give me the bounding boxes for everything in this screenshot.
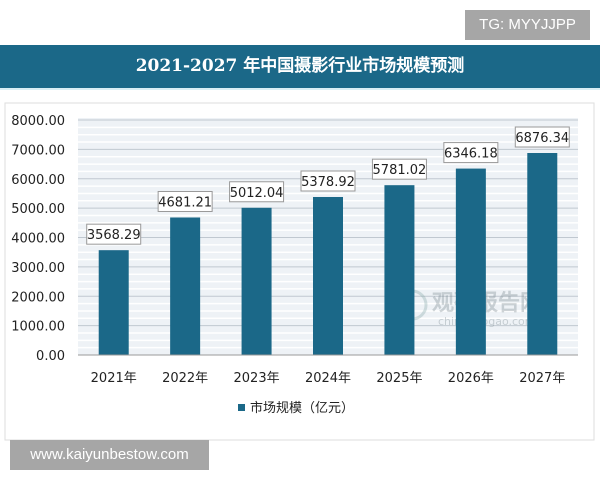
bar	[527, 153, 558, 355]
legend-swatch	[238, 404, 245, 411]
x-tick-label: 2021年	[91, 371, 137, 386]
y-tick-label: 0.00	[36, 349, 65, 364]
data-label: 3568.29	[87, 228, 141, 243]
data-label: 6346.18	[444, 147, 498, 162]
data-label-box	[371, 158, 427, 180]
watermark-site: www.kaiyunbestow.com	[10, 440, 209, 470]
x-tick-label: 2025年	[376, 371, 422, 386]
data-label: 4681.21	[158, 195, 212, 210]
bar	[313, 196, 343, 355]
data-label-box	[300, 170, 356, 192]
bar	[455, 168, 486, 355]
data-label-box	[514, 126, 570, 148]
legend-label: 市场规模（亿元）	[250, 400, 354, 416]
x-tick-label: 2026年	[448, 371, 494, 386]
data-label-box	[229, 181, 285, 203]
data-label: 5378.92	[301, 175, 355, 190]
x-tick-label: 2024年	[305, 371, 351, 386]
x-tick-label: 2023年	[234, 371, 280, 386]
data-label-box	[157, 190, 213, 212]
data-label-box	[86, 223, 142, 245]
logo-name: 观研报告网	[432, 291, 542, 316]
y-tick-label: 8000.00	[11, 114, 65, 129]
y-tick-label: 1000.00	[11, 320, 65, 335]
x-tick-label: 2022年	[162, 371, 208, 386]
y-tick-label: 7000.00	[11, 143, 65, 158]
x-tick-label: 2027年	[519, 371, 565, 386]
data-label-box	[443, 142, 499, 164]
y-tick-label: 4000.00	[11, 232, 65, 247]
bar	[170, 217, 201, 355]
bar	[384, 185, 415, 355]
bar	[98, 250, 129, 355]
data-label: 5781.02	[373, 163, 427, 178]
chart-title: 2021-2027 年中国摄影行业市场规模预测	[0, 45, 600, 90]
logo-domain: chinabaogao.com	[438, 315, 536, 328]
legend: 市场规模（亿元）	[218, 393, 368, 423]
y-tick-label: 3000.00	[11, 261, 65, 276]
y-tick-label: 2000.00	[11, 290, 65, 305]
data-label: 5012.04	[230, 186, 284, 201]
data-label: 6876.34	[515, 131, 569, 146]
y-tick-label: 6000.00	[11, 173, 65, 188]
watermark-tg: TG: MYYJJPP	[465, 10, 590, 40]
y-tick-label: 5000.00	[11, 202, 65, 217]
bar	[241, 207, 272, 355]
